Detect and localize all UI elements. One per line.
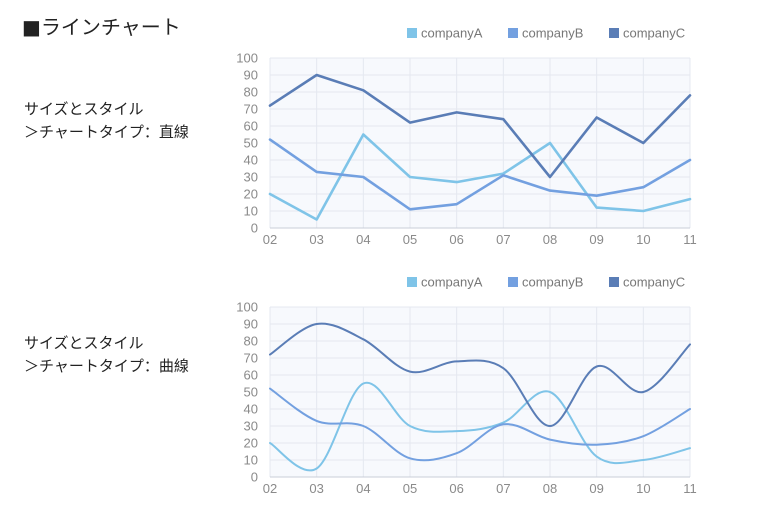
x-tick-label: 02 — [263, 232, 277, 247]
y-tick-label: 60 — [244, 119, 258, 134]
y-tick-label: 0 — [251, 221, 258, 236]
y-tick-label: 90 — [244, 68, 258, 83]
y-tick-label: 70 — [244, 351, 258, 366]
legend-label-companyB: companyB — [522, 275, 583, 290]
legend-label-companyA: companyA — [421, 26, 483, 41]
series-line-companyC — [269, 322, 691, 428]
y-tick-label: 10 — [244, 204, 258, 219]
legend-label-companyB: companyB — [522, 26, 583, 41]
series-line-companyA — [269, 381, 691, 472]
legend-label-companyA: companyA — [421, 275, 483, 290]
y-tick-label: 90 — [244, 317, 258, 332]
y-tick-label: 100 — [236, 300, 258, 315]
y-tick-label: 40 — [244, 402, 258, 417]
y-tick-label: 80 — [244, 85, 258, 100]
series-line-companyC — [268, 73, 692, 179]
chart-2-description-line1: サイズとスタイル — [24, 334, 144, 352]
legend: companyA companyB companyC — [407, 26, 685, 41]
x-tick-label: 05 — [403, 481, 417, 496]
legend: companyA companyB companyC — [407, 275, 685, 290]
x-tick-label: 04 — [356, 481, 370, 496]
y-tick-label: 40 — [244, 153, 258, 168]
y-tick-label: 30 — [244, 170, 258, 185]
y-tick-label: 50 — [244, 385, 258, 400]
legend-label-companyC: companyC — [623, 275, 685, 290]
line-chart-smooth: 0 10 20 30 40 50 60 70 80 90 100 02 03 04 05 06 07 08 09 10… — [236, 275, 697, 497]
x-tick-label: 09 — [589, 481, 603, 496]
y-tick-label: 80 — [244, 334, 258, 349]
y-tick-label: 70 — [244, 102, 258, 117]
y-tick-label: 10 — [244, 453, 258, 468]
y-tick-label: 30 — [244, 419, 258, 434]
legend-swatch-companyC — [609, 28, 619, 38]
x-tick-label: 05 — [403, 232, 417, 247]
y-tick-label: 100 — [236, 51, 258, 66]
series-line-companyB — [268, 138, 692, 211]
legend-label-companyC: companyC — [623, 26, 685, 41]
series-line-companyA — [268, 133, 692, 221]
chart-1-description-line1: サイズとスタイル — [24, 100, 144, 118]
x-tick-label: 04 — [356, 232, 370, 247]
legend-swatch-companyB — [508, 28, 518, 38]
x-tick-label: 03 — [309, 232, 323, 247]
chart-2-description-line2: ＞チャートタイプ：曲線 — [24, 357, 189, 375]
x-tick-label: 08 — [543, 232, 557, 247]
chart-1-description-line2: ＞チャートタイプ：直線 — [24, 123, 189, 141]
x-tick-label: 08 — [543, 481, 557, 496]
x-tick-label: 07 — [496, 481, 510, 496]
y-tick-label: 20 — [244, 187, 258, 202]
legend-swatch-companyA — [407, 277, 417, 287]
page-title: ■ラインチャート — [22, 15, 181, 39]
x-tick-label: 10 — [636, 481, 650, 496]
y-tick-label: 50 — [244, 136, 258, 151]
chart-1-description: サイズとスタイル ＞チャートタイプ：直線 — [24, 98, 189, 144]
x-tick-label: 03 — [309, 481, 323, 496]
x-tick-label: 11 — [683, 232, 697, 247]
legend-swatch-companyC — [609, 277, 619, 287]
line-chart-straight: 0 10 20 30 40 50 60 70 80 90 100 02 03 04 05 06 07 08 09 10… — [236, 26, 697, 248]
legend-swatch-companyB — [508, 277, 518, 287]
y-tick-label: 0 — [251, 470, 258, 485]
x-tick-label: 09 — [589, 232, 603, 247]
x-tick-label: 02 — [263, 481, 277, 496]
y-tick-label: 60 — [244, 368, 258, 383]
x-tick-label: 10 — [636, 232, 650, 247]
legend-swatch-companyA — [407, 28, 417, 38]
x-tick-label: 11 — [683, 481, 697, 496]
y-tick-label: 20 — [244, 436, 258, 451]
chart-2-description: サイズとスタイル ＞チャートタイプ：曲線 — [24, 332, 189, 378]
x-tick-label: 06 — [449, 232, 463, 247]
x-tick-label: 07 — [496, 232, 510, 247]
series-line-companyB — [269, 387, 691, 462]
x-tick-label: 06 — [449, 481, 463, 496]
